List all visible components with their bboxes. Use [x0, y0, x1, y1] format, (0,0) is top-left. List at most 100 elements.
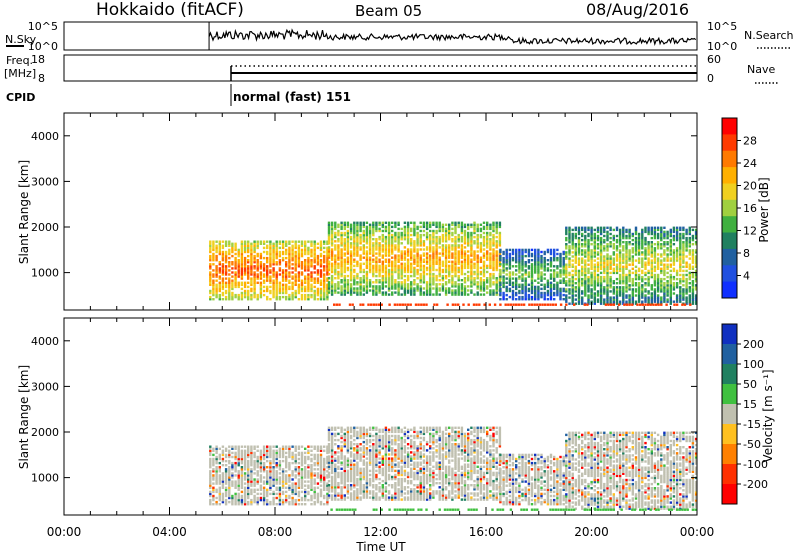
- echo-cell: [397, 285, 400, 288]
- echo-cell: [333, 303, 336, 306]
- echo-cell: [224, 488, 228, 491]
- echo-cell: [584, 292, 587, 295]
- echo-cell: [356, 274, 359, 278]
- echo-cell: [387, 246, 391, 249]
- echo-cell: [400, 256, 403, 259]
- echo-cell: [522, 303, 526, 306]
- echo-cell: [647, 230, 650, 234]
- echo-cell: [559, 252, 562, 256]
- echo-cell: [231, 244, 234, 247]
- echo-cell: [266, 449, 269, 452]
- echo-cell: [422, 293, 426, 296]
- echo-cell: [682, 277, 685, 281]
- echo-cell: [334, 256, 337, 259]
- echo-cell: [259, 457, 263, 461]
- echo-cell: [212, 457, 215, 461]
- echo-cell: [218, 261, 221, 264]
- echo-cell: [457, 285, 460, 288]
- echo-cell: [422, 225, 426, 229]
- echo-cell: [294, 484, 297, 487]
- echo-cell: [593, 296, 596, 299]
- echo-cell: [457, 287, 460, 290]
- echo-cell: [463, 240, 467, 243]
- echo-cell: [606, 226, 609, 229]
- echo-cell: [394, 285, 397, 288]
- echo-cell: [224, 459, 228, 463]
- echo-cell: [521, 289, 524, 293]
- echo-cell: [574, 257, 577, 260]
- echo-cell: [224, 285, 228, 289]
- echo-cell: [349, 279, 353, 282]
- echo-cell: [397, 260, 400, 263]
- echo-cell: [463, 231, 467, 235]
- echo-cell: [590, 284, 593, 287]
- echo-cell: [231, 298, 234, 301]
- echo-cell: [647, 292, 650, 295]
- echo-cell: [527, 261, 531, 264]
- echo-cell: [262, 466, 266, 469]
- echo-cell: [340, 260, 343, 263]
- echo-cell: [599, 238, 603, 242]
- echo-cell: [330, 274, 334, 278]
- echo-cell: [451, 262, 454, 265]
- echo-cell: [672, 228, 676, 232]
- echo-cell: [272, 281, 275, 284]
- echo-cell: [365, 266, 369, 270]
- echo-cell: [285, 445, 288, 448]
- echo-cell: [543, 295, 546, 299]
- echo-cell: [603, 302, 606, 305]
- echo-cell: [413, 291, 416, 294]
- echo-cell: [538, 303, 542, 306]
- echo-cell: [234, 496, 237, 500]
- echo-cell: [556, 285, 559, 289]
- echo-cell: [416, 289, 419, 292]
- echo-cell: [209, 242, 212, 245]
- echo-cell: [294, 240, 297, 243]
- echo-cell: [622, 273, 625, 277]
- echo-cell: [410, 285, 413, 288]
- echo-cell: [457, 225, 460, 229]
- echo-cell: [571, 251, 574, 254]
- echo-cell: [288, 468, 291, 471]
- echo-cell: [508, 275, 512, 278]
- echo-cell: [460, 238, 464, 241]
- echo-cell: [577, 288, 581, 291]
- echo-cell: [285, 451, 288, 455]
- echo-cell: [228, 281, 231, 284]
- echo-cell: [656, 247, 660, 250]
- echo-cell: [599, 253, 603, 256]
- echo-cell: [250, 248, 253, 252]
- echo-cell: [406, 289, 410, 292]
- echo-cell: [603, 292, 606, 295]
- echo-cell: [400, 293, 403, 296]
- echo-cell: [492, 262, 495, 265]
- echo-cell: [467, 238, 470, 241]
- echo-cell: [288, 478, 291, 481]
- echo-cell: [281, 269, 285, 272]
- echo-cell: [637, 277, 641, 281]
- echo-cell: [391, 283, 394, 286]
- echo-cell: [435, 256, 438, 259]
- echo-cell: [584, 238, 587, 242]
- echo-cell: [269, 256, 272, 260]
- echo-cell: [240, 470, 244, 473]
- echo-cell: [590, 234, 593, 238]
- echo-cell: [212, 248, 215, 252]
- echo-cell: [590, 226, 593, 229]
- echo-cell: [463, 235, 467, 239]
- echo-cell: [269, 492, 272, 496]
- echo-cell: [669, 251, 672, 254]
- echo-cell: [511, 298, 515, 301]
- echo-cell: [327, 268, 331, 272]
- echo-cell: [307, 451, 310, 455]
- echo-cell: [618, 238, 622, 242]
- echo-cell: [209, 259, 212, 262]
- echo-cell: [679, 290, 682, 293]
- echo-cell: [307, 248, 310, 252]
- echo-cell: [272, 252, 275, 256]
- echo-cell: [672, 259, 676, 262]
- echo-cell: [343, 268, 346, 272]
- echo-cell: [679, 300, 682, 303]
- echo-cell: [224, 468, 228, 471]
- echo-cell: [499, 256, 502, 260]
